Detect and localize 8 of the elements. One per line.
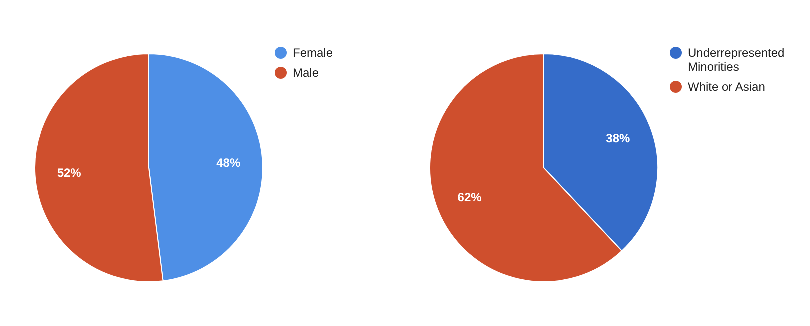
data-label: 38% [606,132,631,146]
legend-label: Underrepresented Minorities [688,46,786,74]
data-label: 62% [458,190,482,204]
legend-label: White or Asian [688,80,766,94]
legend-label: Female [293,46,334,60]
data-label: 52% [57,166,82,180]
legend-label: Male [293,66,320,80]
data-label: 48% [216,156,241,170]
